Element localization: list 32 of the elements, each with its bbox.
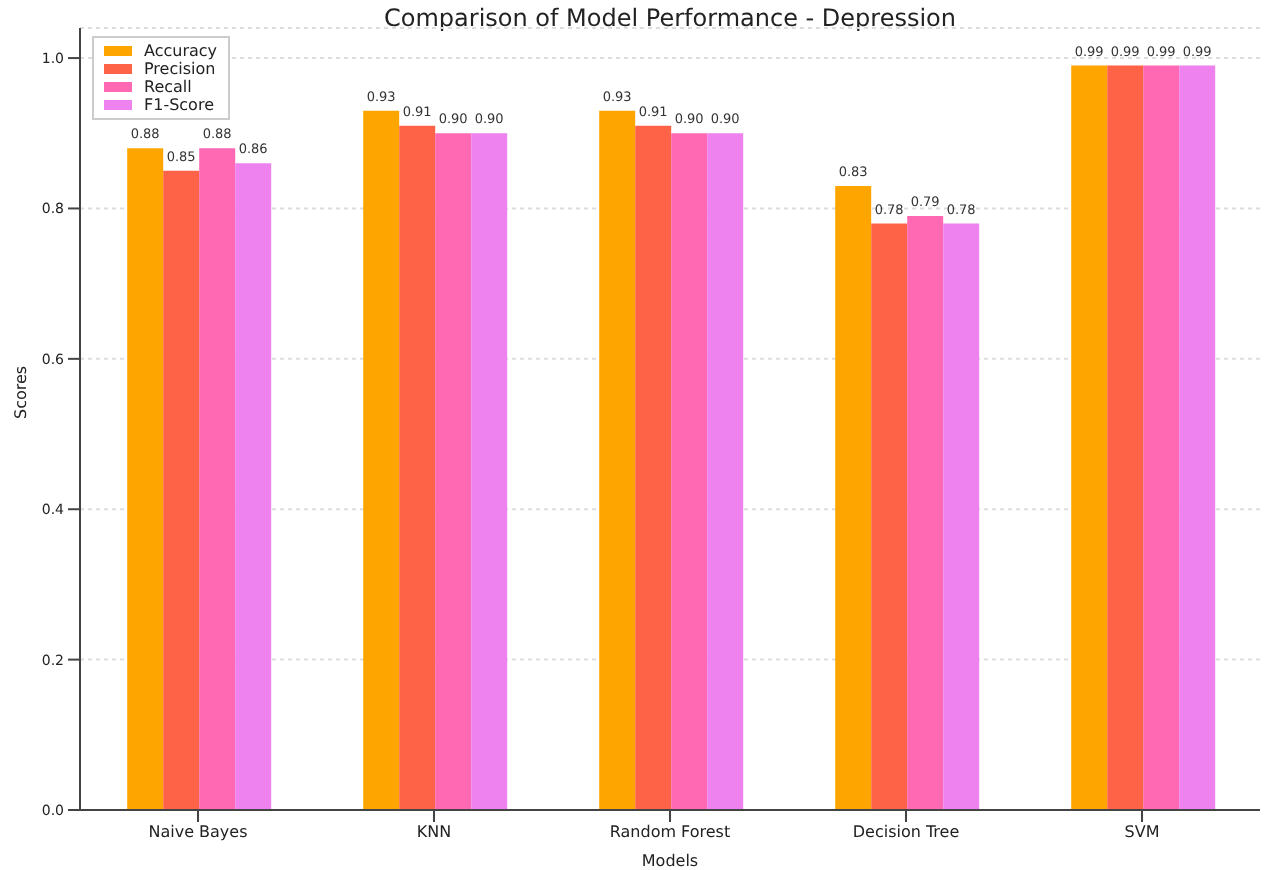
bar xyxy=(199,148,236,810)
bar xyxy=(671,133,708,810)
legend-label: Accuracy xyxy=(144,42,218,60)
bar xyxy=(435,133,472,810)
x-tick-label: Naive Bayes xyxy=(148,823,248,842)
x-axis-title: Models xyxy=(641,852,699,870)
bar xyxy=(1179,65,1216,810)
bar xyxy=(127,148,164,810)
bar xyxy=(707,133,744,810)
x-tick-label: Decision Tree xyxy=(852,823,960,842)
bar xyxy=(471,133,508,810)
bar xyxy=(635,125,672,810)
bar xyxy=(1107,65,1144,810)
bar xyxy=(907,215,944,810)
bar xyxy=(1071,65,1108,810)
chart-title: Comparison of Model Performance - Depression xyxy=(382,4,958,32)
bar xyxy=(599,110,636,810)
bar xyxy=(1143,65,1180,810)
legend-label: F1-Score xyxy=(144,96,214,114)
legend-label: Precision xyxy=(144,60,216,78)
legend-label: Recall xyxy=(144,78,192,96)
x-tick-label: Random Forest xyxy=(609,823,731,842)
x-tick-label: KNN xyxy=(416,823,452,842)
bar xyxy=(943,223,980,810)
bar xyxy=(835,185,872,810)
bar xyxy=(363,110,400,810)
y-axis-title: Scores xyxy=(11,365,30,419)
bar xyxy=(871,223,908,810)
bar xyxy=(235,163,272,810)
bar xyxy=(163,170,200,810)
bar xyxy=(399,125,436,810)
x-tick-label: SVM xyxy=(1124,823,1160,842)
